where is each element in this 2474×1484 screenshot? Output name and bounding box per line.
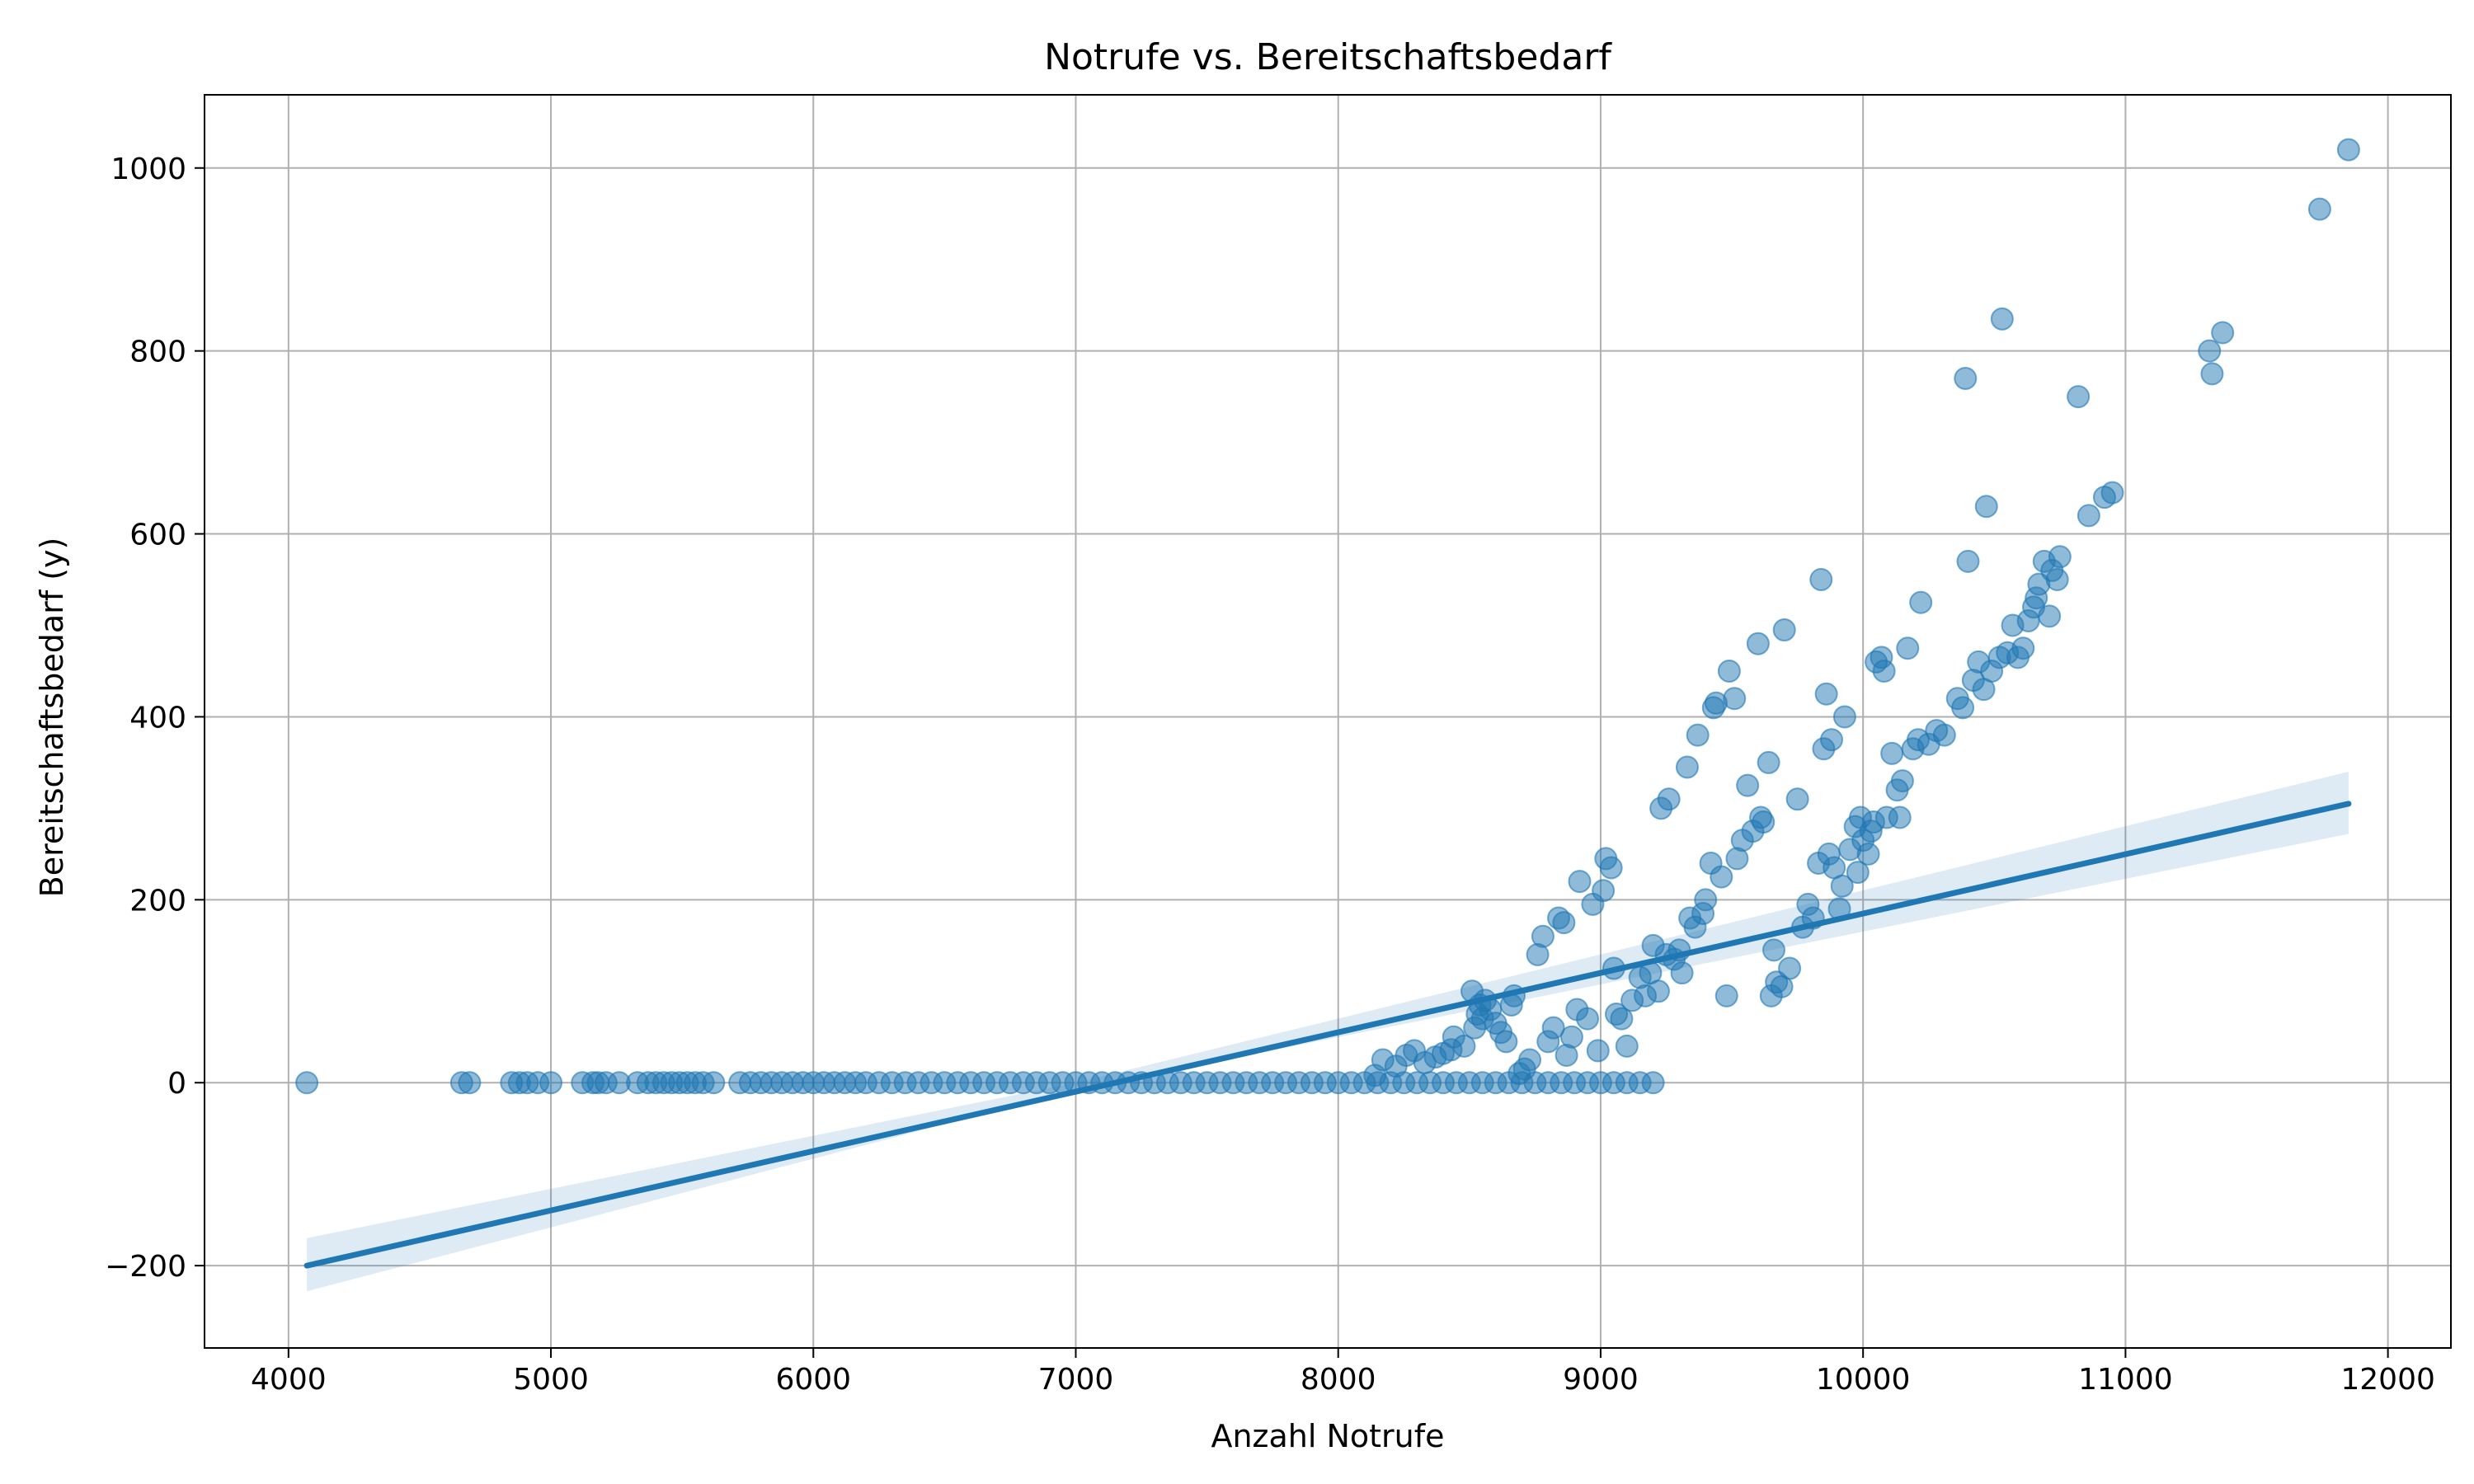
data-point	[539, 1071, 563, 1095]
data-point	[1576, 1007, 1600, 1031]
data-point	[1896, 636, 1920, 660]
data-point	[1888, 805, 1912, 829]
data-point	[1541, 1016, 1565, 1040]
y-tick-label: 800	[129, 336, 186, 369]
data-point	[1552, 911, 1576, 935]
data-point	[1599, 856, 1623, 880]
y-tick-label: 400	[129, 701, 186, 735]
data-point	[1872, 659, 1896, 683]
data-point	[2336, 138, 2360, 162]
data-point	[1819, 728, 1843, 752]
x-tick-label: 12000	[2340, 1363, 2435, 1397]
data-point	[1832, 705, 1856, 729]
data-point	[1717, 659, 1741, 683]
data-point	[2048, 545, 2072, 569]
data-point	[1531, 924, 1554, 948]
x-axis-ticks: 4000 5000 6000 7000 8000 9000 10000 11000 12000	[251, 1348, 2435, 1397]
data-point	[1675, 755, 1699, 779]
regression-line	[303, 801, 2352, 1269]
data-point	[2067, 385, 2091, 409]
x-tick-label: 10000	[1816, 1363, 1911, 1397]
scatter-points	[295, 138, 2360, 1095]
data-point	[1657, 787, 1681, 811]
data-point	[2307, 197, 2331, 221]
data-point	[2038, 604, 2062, 628]
data-point	[1830, 874, 1854, 898]
data-point	[295, 1071, 319, 1095]
data-point	[1736, 773, 1760, 797]
confidence-band	[307, 772, 2349, 1292]
chart-title: Notrufe vs. Bereitschaftsbedarf	[1044, 36, 1612, 78]
data-point	[1772, 618, 1796, 642]
plot-frame	[204, 94, 2452, 1349]
data-point	[1785, 787, 1809, 811]
grid-lines	[205, 95, 2451, 1348]
y-tick-label: 1000	[111, 153, 186, 186]
data-point	[2045, 568, 2069, 592]
data-point	[1592, 879, 1616, 903]
data-point	[1568, 870, 1592, 894]
data-point	[1909, 590, 1933, 614]
y-tick-label: 200	[129, 884, 186, 918]
y-tick-label: 600	[129, 519, 186, 552]
data-point	[1641, 1071, 1665, 1095]
data-point	[1761, 938, 1785, 962]
data-point	[1559, 1025, 1583, 1049]
x-tick-label: 8000	[1300, 1363, 1376, 1397]
data-point	[1452, 1034, 1476, 1058]
data-point	[458, 1071, 482, 1095]
y-axis-ticks: −200 0 200 400 600 800 1000	[105, 153, 205, 1284]
data-point	[1809, 568, 1833, 592]
data-point	[1670, 961, 1694, 985]
data-point	[1814, 682, 1838, 706]
data-point	[1880, 741, 1904, 765]
data-point	[1686, 723, 1710, 747]
data-point	[1974, 495, 1998, 519]
data-point	[1610, 1007, 1634, 1031]
data-point	[1723, 687, 1747, 711]
data-point	[1846, 861, 1870, 885]
data-point	[1951, 696, 1975, 720]
x-tick-label: 4000	[251, 1363, 327, 1397]
x-tick-label: 6000	[775, 1363, 851, 1397]
data-point	[1932, 723, 1956, 747]
data-point	[1694, 888, 1718, 912]
regression-line-group	[303, 801, 2352, 1269]
data-point	[1615, 1034, 1639, 1058]
x-tick-label: 9000	[1563, 1363, 1639, 1397]
data-point	[702, 1071, 726, 1095]
data-point	[1956, 549, 1980, 573]
data-point	[1890, 769, 1914, 793]
data-point	[1746, 632, 1770, 655]
data-point	[1752, 810, 1776, 834]
y-tick-label: 0	[167, 1067, 186, 1101]
data-point	[2200, 362, 2224, 386]
data-point	[1954, 366, 1978, 390]
data-point	[2100, 481, 2124, 505]
confidence-band-group	[307, 772, 2349, 1292]
data-point	[1778, 956, 1802, 980]
y-tick-label: −200	[105, 1250, 186, 1284]
data-point	[1646, 979, 1670, 1003]
data-point	[2198, 339, 2222, 363]
data-point	[1586, 1039, 1610, 1063]
data-point	[1757, 750, 1780, 774]
data-point	[1714, 984, 1738, 1007]
data-point	[1710, 865, 1733, 889]
data-point	[1856, 842, 1880, 866]
data-point	[2011, 636, 2035, 660]
x-tick-label: 11000	[2078, 1363, 2173, 1397]
data-point	[2077, 504, 2100, 528]
data-point	[1990, 307, 2014, 331]
data-point	[2211, 321, 2235, 345]
x-tick-label: 7000	[1038, 1363, 1114, 1397]
y-axis-label: Bereitschaftsbedarf (y)	[34, 538, 70, 898]
data-point	[1518, 1048, 1542, 1072]
x-axis-label: Anzahl Notrufe	[1211, 1418, 1444, 1454]
x-tick-label: 5000	[513, 1363, 589, 1397]
data-point	[1494, 1030, 1518, 1054]
